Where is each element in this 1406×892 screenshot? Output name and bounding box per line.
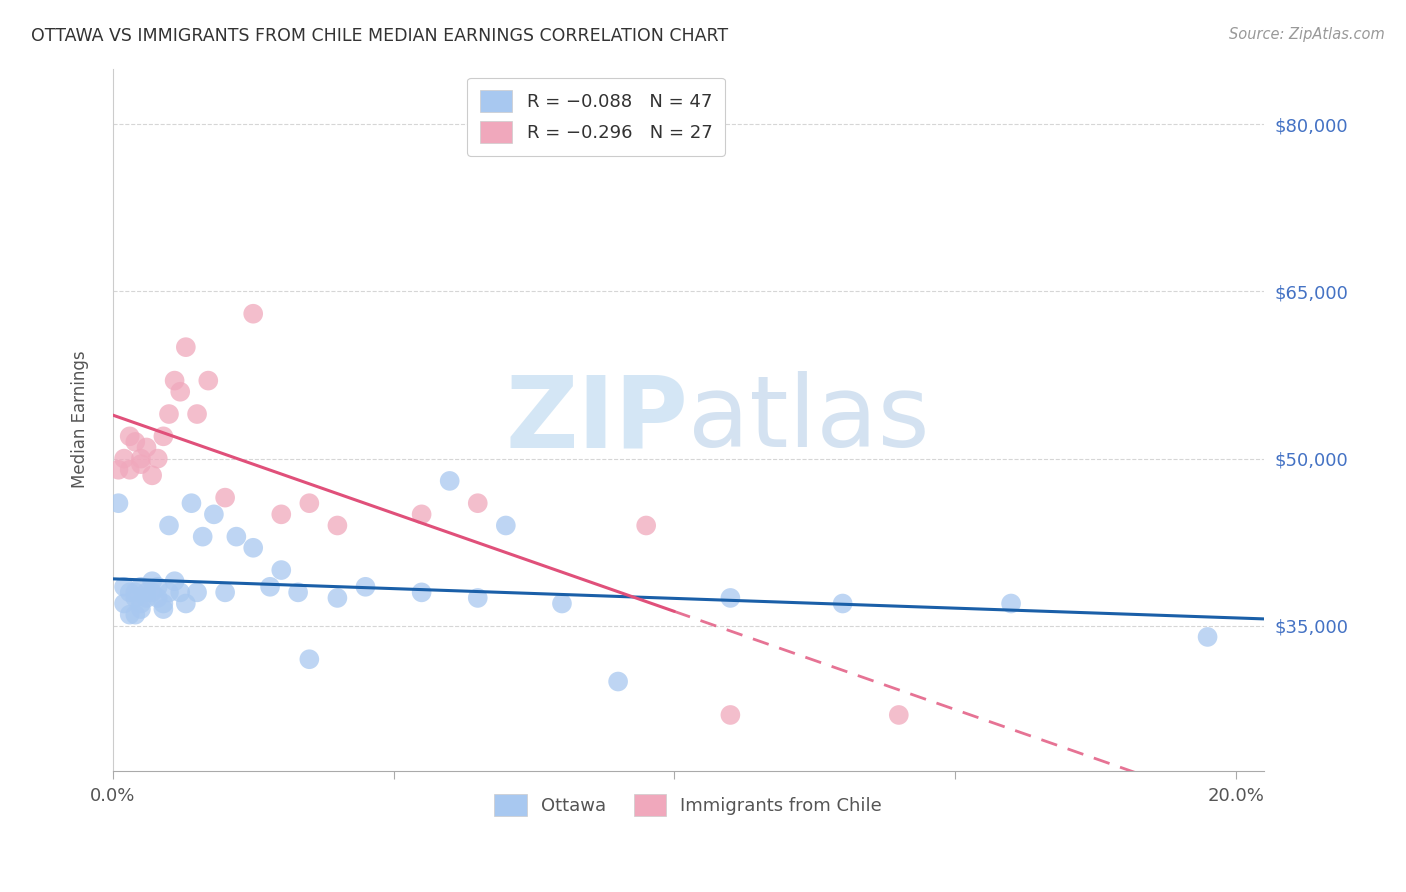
Point [298, 496, 321, 510]
Point [141, 574, 163, 589]
Point [242, 307, 264, 321]
Text: OTTAWA VS IMMIGRANTS FROM CHILE MEDIAN EARNINGS CORRELATION CHART: OTTAWA VS IMMIGRANTS FROM CHILE MEDIAN E… [31, 27, 728, 45]
Point [214, 491, 236, 505]
Point [186, 407, 208, 421]
Point [169, 585, 191, 599]
Point [326, 591, 349, 605]
Point [180, 496, 202, 510]
Y-axis label: Median Earnings: Median Earnings [72, 351, 89, 489]
Point [141, 468, 163, 483]
Point [831, 597, 853, 611]
Point [174, 340, 197, 354]
Point [411, 585, 433, 599]
Point [439, 474, 461, 488]
Point [242, 541, 264, 555]
Point [129, 451, 152, 466]
Point [163, 374, 186, 388]
Point [411, 508, 433, 522]
Point [157, 518, 180, 533]
Point [135, 591, 157, 605]
Point [152, 429, 174, 443]
Point [118, 607, 141, 622]
Point [1197, 630, 1219, 644]
Point [551, 597, 574, 611]
Point [298, 652, 321, 666]
Point [467, 496, 489, 510]
Point [135, 585, 157, 599]
Point [636, 518, 658, 533]
Point [354, 580, 377, 594]
Point [169, 384, 191, 399]
Point [129, 580, 152, 594]
Point [146, 451, 169, 466]
Point [270, 508, 292, 522]
Point [107, 463, 129, 477]
Point [214, 585, 236, 599]
Point [191, 530, 214, 544]
Point [152, 602, 174, 616]
Text: Source: ZipAtlas.com: Source: ZipAtlas.com [1229, 27, 1385, 42]
Point [887, 708, 910, 723]
Point [135, 441, 157, 455]
Text: atlas: atlas [689, 371, 929, 468]
Point [129, 597, 152, 611]
Point [225, 530, 247, 544]
Point [259, 580, 281, 594]
Point [287, 585, 309, 599]
Point [607, 674, 630, 689]
Point [141, 585, 163, 599]
Point [146, 580, 169, 594]
Point [1000, 597, 1022, 611]
Point [118, 429, 141, 443]
Point [112, 580, 135, 594]
Point [129, 457, 152, 471]
Point [146, 591, 169, 605]
Point [152, 597, 174, 611]
Point [118, 585, 141, 599]
Text: ZIP: ZIP [505, 371, 689, 468]
Point [718, 591, 741, 605]
Point [467, 591, 489, 605]
Point [112, 451, 135, 466]
Point [186, 585, 208, 599]
Point [118, 463, 141, 477]
Point [124, 434, 146, 449]
Point [718, 708, 741, 723]
Point [326, 518, 349, 533]
Point [157, 407, 180, 421]
Point [112, 597, 135, 611]
Point [174, 597, 197, 611]
Point [124, 591, 146, 605]
Point [129, 602, 152, 616]
Point [157, 585, 180, 599]
Point [107, 496, 129, 510]
Point [163, 574, 186, 589]
Point [202, 508, 225, 522]
Legend: Ottawa, Immigrants from Chile: Ottawa, Immigrants from Chile [485, 785, 891, 825]
Point [197, 374, 219, 388]
Point [495, 518, 517, 533]
Point [124, 607, 146, 622]
Point [124, 585, 146, 599]
Point [270, 563, 292, 577]
